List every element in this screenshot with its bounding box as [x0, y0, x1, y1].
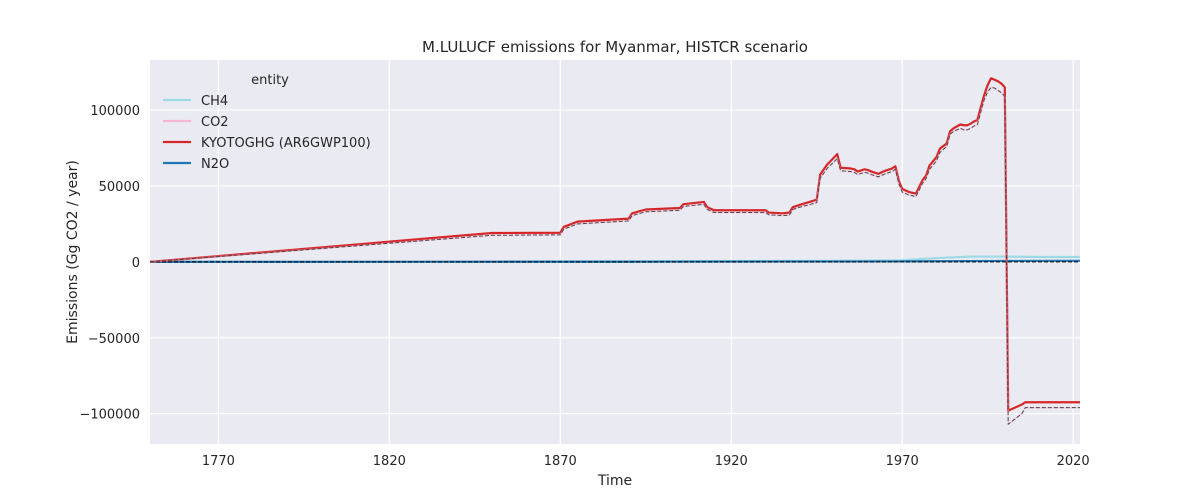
- legend: entity CH4 CO2 KYOTOGHG (AR6GWP100) N2O: [163, 73, 371, 172]
- y-tick-label-3: −50000: [88, 332, 140, 347]
- x-tick-label-1970: 1970: [886, 454, 919, 469]
- tick-layer: 1770 1820 1870 1920 1970 2020 100000 50000 0 −500…: [79, 104, 1089, 469]
- y-tick-label-2: 0: [132, 256, 140, 271]
- legend-label-ch4: CH4: [201, 94, 228, 109]
- x-tick-label-1820: 1820: [373, 454, 406, 469]
- chart-title: M.LULUCF emissions for Myanmar, HISTCR s…: [422, 38, 808, 56]
- series-layer: [149, 77, 1081, 426]
- legend-entries: CH4 CO2 KYOTOGHG (AR6GWP100) N2O: [163, 94, 371, 172]
- x-axis-label: Time: [597, 473, 632, 489]
- series-line-dashed-reference-4: [149, 86, 1080, 425]
- y-tick-label-0: 100000: [90, 104, 140, 119]
- x-tick-label-1920: 1920: [715, 454, 748, 469]
- y-tick-label-1: 50000: [99, 180, 140, 195]
- legend-label-co2: CO2: [201, 115, 229, 130]
- legend-title: entity: [251, 73, 289, 88]
- y-tick-label-4: −100000: [79, 408, 140, 423]
- series-line-co2: [149, 86, 1080, 426]
- x-tick-label-1770: 1770: [202, 454, 235, 469]
- plot-background: [150, 60, 1080, 444]
- legend-label-kyotoghg-ar6gwp100: KYOTOGHG (AR6GWP100): [201, 136, 371, 151]
- series-line-kyotoghg-ar6gwp100: [149, 77, 1080, 412]
- x-tick-label-1870: 1870: [544, 454, 577, 469]
- y-axis-label: Emissions (Gg CO2 / year): [65, 160, 81, 344]
- x-tick-label-2020: 2020: [1057, 454, 1090, 469]
- legend-label-n2o: N2O: [201, 157, 229, 172]
